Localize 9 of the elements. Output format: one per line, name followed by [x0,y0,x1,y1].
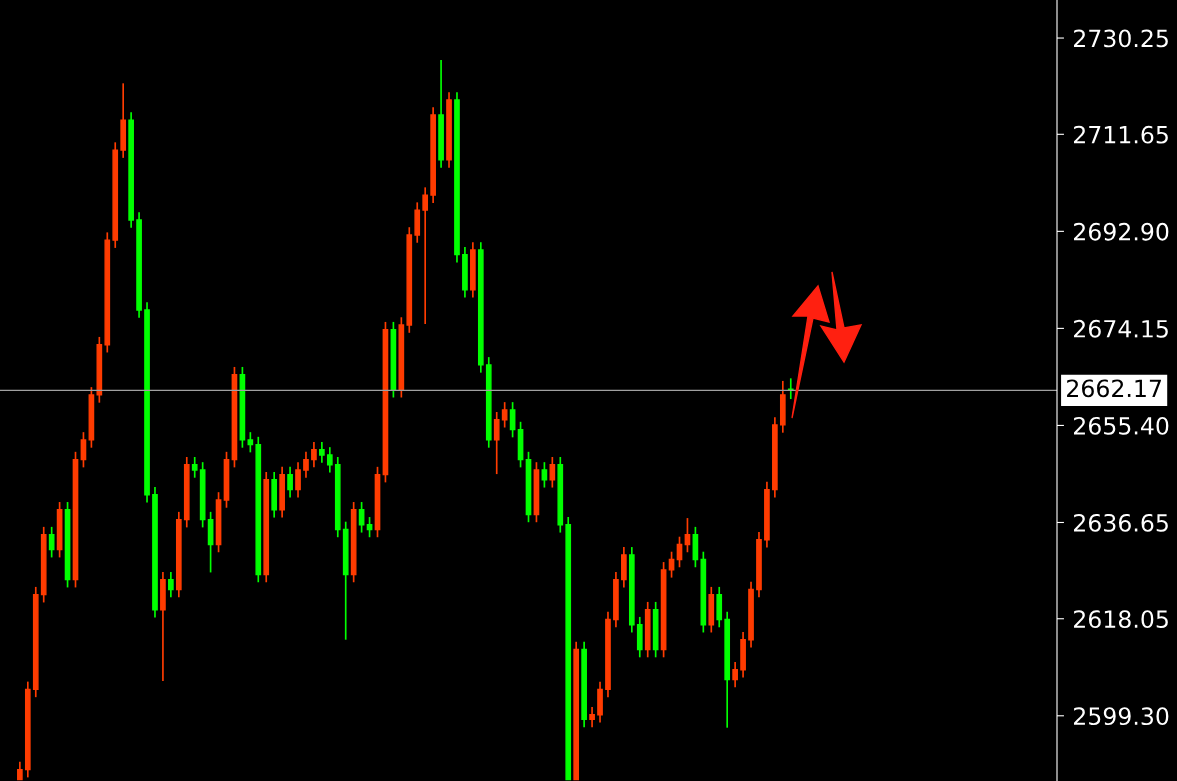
y-tick-label: 2636.65 [1074,513,1168,532]
y-tick-label: 2711.65 [1074,125,1168,144]
ref-line-label: 2662.17 [1067,379,1161,398]
y-tick-label: 2692.90 [1074,222,1169,241]
y-tick-label: 2655.40 [1074,416,1169,435]
y-tick-label: 2599.30 [1074,707,1169,726]
y-tick-label: 2618.05 [1074,610,1168,629]
y-tick-label: 2674.15 [1074,319,1168,338]
y-tick-label: 2730.25 [1074,29,1168,48]
